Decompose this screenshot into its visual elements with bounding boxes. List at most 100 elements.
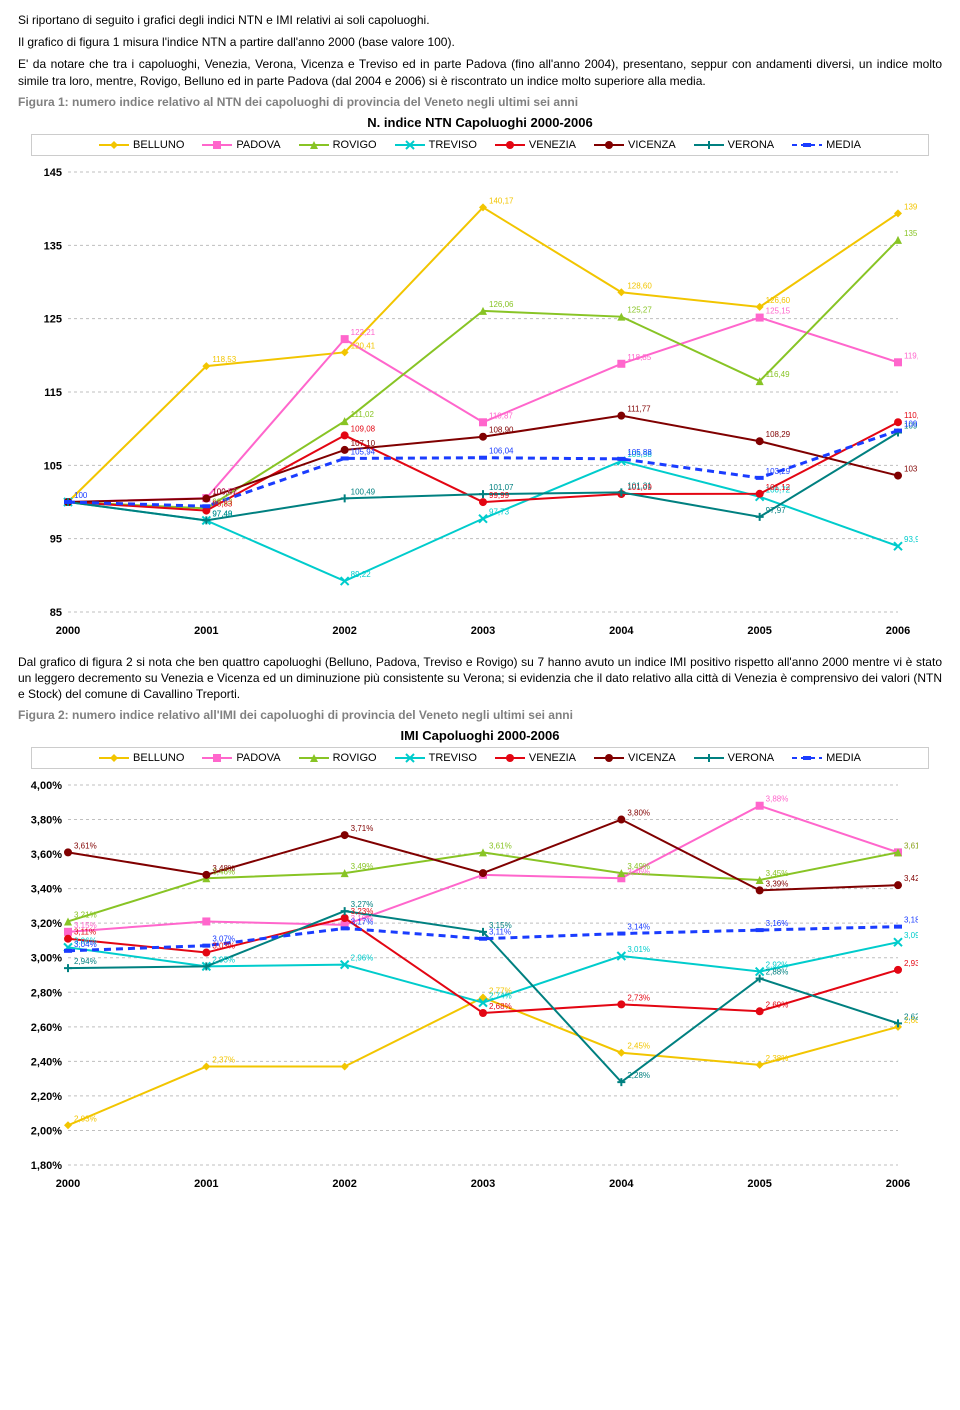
- legend-item-vicenza: VICENZA: [594, 139, 676, 151]
- svg-text:3,20%: 3,20%: [31, 918, 62, 930]
- svg-text:105,94: 105,94: [351, 447, 376, 456]
- svg-text:100,47: 100,47: [212, 487, 237, 496]
- svg-text:3,11%: 3,11%: [489, 928, 511, 937]
- svg-text:125: 125: [44, 313, 62, 325]
- svg-text:2006: 2006: [886, 1178, 910, 1190]
- figure-2-caption: Figura 2: numero indice relativo all'IMI…: [18, 708, 942, 722]
- svg-text:3,88%: 3,88%: [766, 795, 789, 804]
- svg-text:116,49: 116,49: [766, 370, 790, 379]
- chart-2-imi: IMI Capoluoghi 2000-2006 BELLUNOPADOVARO…: [18, 728, 942, 1195]
- svg-text:2,73%: 2,73%: [627, 994, 650, 1003]
- svg-text:2,95%: 2,95%: [212, 956, 235, 965]
- svg-text:2005: 2005: [747, 625, 771, 637]
- legend-item-verona: VERONA: [694, 139, 774, 151]
- svg-text:3,61%: 3,61%: [489, 842, 512, 851]
- mid-para: Dal grafico di figura 2 si nota che ben …: [18, 654, 942, 703]
- svg-text:120,41: 120,41: [351, 341, 376, 350]
- svg-text:3,07%: 3,07%: [212, 935, 235, 944]
- svg-text:3,18%: 3,18%: [904, 916, 918, 925]
- svg-text:110,87: 110,87: [489, 411, 513, 420]
- svg-text:3,42%: 3,42%: [904, 874, 918, 883]
- svg-text:115: 115: [44, 387, 62, 399]
- svg-text:2,60%: 2,60%: [31, 1022, 62, 1034]
- svg-text:89,22: 89,22: [351, 570, 372, 579]
- svg-text:100,49: 100,49: [351, 487, 376, 496]
- svg-text:3,60%: 3,60%: [31, 849, 62, 861]
- svg-text:125,27: 125,27: [627, 305, 652, 314]
- svg-text:4,00%: 4,00%: [31, 780, 62, 792]
- svg-text:3,09%: 3,09%: [904, 931, 918, 940]
- svg-text:2002: 2002: [332, 1178, 356, 1190]
- svg-text:2,45%: 2,45%: [627, 1042, 650, 1051]
- legend-item-treviso: TREVISO: [395, 139, 477, 151]
- svg-text:2000: 2000: [56, 625, 80, 637]
- svg-text:1,80%: 1,80%: [31, 1160, 62, 1172]
- svg-text:2,88%: 2,88%: [766, 968, 789, 977]
- svg-text:103,29: 103,29: [766, 467, 791, 476]
- legend-item-belluno: BELLUNO: [99, 139, 184, 151]
- svg-text:3,49%: 3,49%: [627, 862, 650, 871]
- svg-text:2,28%: 2,28%: [627, 1071, 650, 1080]
- chart-2-plot: 1,80%2,00%2,20%2,40%2,60%2,80%3,00%3,20%…: [18, 775, 918, 1195]
- svg-text:2000: 2000: [56, 1178, 80, 1190]
- legend-item-padova: PADOVA: [202, 139, 280, 151]
- svg-text:2003: 2003: [471, 625, 495, 637]
- legend-item-verona: VERONA: [694, 752, 774, 764]
- svg-text:2004: 2004: [609, 625, 634, 637]
- svg-text:103,60: 103,60: [904, 464, 918, 473]
- svg-text:109,08: 109,08: [351, 424, 376, 433]
- svg-text:2,20%: 2,20%: [31, 1091, 62, 1103]
- svg-text:3,04%: 3,04%: [74, 940, 97, 949]
- svg-text:95: 95: [50, 533, 62, 545]
- chart-2-legend: BELLUNOPADOVAROVIGOTREVISOVENEZIAVICENZA…: [31, 747, 929, 769]
- intro-para-3: E' da notare che tra i capoluoghi, Venez…: [18, 56, 942, 88]
- svg-text:2001: 2001: [194, 1178, 218, 1190]
- svg-text:139,35: 139,35: [904, 202, 918, 211]
- svg-text:3,14%: 3,14%: [627, 923, 650, 932]
- svg-text:2,80%: 2,80%: [31, 988, 62, 1000]
- svg-text:2002: 2002: [332, 625, 356, 637]
- svg-text:3,48%: 3,48%: [212, 864, 235, 873]
- svg-text:135: 135: [44, 240, 62, 252]
- svg-text:98,83: 98,83: [212, 499, 233, 508]
- chart-1-ntn: N. indice NTN Capoluoghi 2000-2006 BELLU…: [18, 115, 942, 642]
- svg-text:2003: 2003: [471, 1178, 495, 1190]
- svg-text:3,39%: 3,39%: [766, 880, 789, 889]
- svg-text:126,06: 126,06: [489, 300, 514, 309]
- legend-item-treviso: TREVISO: [395, 752, 477, 764]
- chart-1-title: N. indice NTN Capoluoghi 2000-2006: [18, 115, 942, 130]
- svg-text:109,74: 109,74: [904, 419, 918, 428]
- chart-2-title: IMI Capoluoghi 2000-2006: [18, 728, 942, 743]
- svg-text:2005: 2005: [747, 1178, 771, 1190]
- svg-text:140,17: 140,17: [489, 196, 514, 205]
- svg-text:93,97: 93,97: [904, 535, 918, 544]
- svg-text:3,61%: 3,61%: [74, 842, 97, 851]
- svg-text:2,62%: 2,62%: [904, 1013, 918, 1022]
- svg-text:3,49%: 3,49%: [351, 862, 374, 871]
- svg-text:101,07: 101,07: [489, 483, 514, 492]
- svg-text:3,00%: 3,00%: [31, 953, 62, 965]
- chart-1-legend: BELLUNOPADOVAROVIGOTREVISOVENEZIAVICENZA…: [31, 134, 929, 156]
- svg-text:3,80%: 3,80%: [627, 809, 650, 818]
- legend-item-venezia: VENEZIA: [495, 752, 576, 764]
- svg-text:2001: 2001: [194, 625, 218, 637]
- svg-text:2,74%: 2,74%: [489, 992, 512, 1001]
- legend-item-padova: PADOVA: [202, 752, 280, 764]
- svg-text:3,45%: 3,45%: [766, 869, 789, 878]
- svg-text:118,53: 118,53: [212, 355, 236, 364]
- svg-text:97,49: 97,49: [212, 509, 233, 518]
- svg-text:122,21: 122,21: [351, 328, 376, 337]
- svg-text:97,73: 97,73: [489, 507, 510, 516]
- svg-text:106,04: 106,04: [489, 446, 514, 455]
- legend-item-belluno: BELLUNO: [99, 752, 184, 764]
- legend-item-venezia: VENEZIA: [495, 139, 576, 151]
- legend-item-vicenza: VICENZA: [594, 752, 676, 764]
- svg-text:3,61%: 3,61%: [904, 842, 918, 851]
- svg-text:3,17%: 3,17%: [351, 918, 374, 927]
- svg-text:108,29: 108,29: [766, 430, 791, 439]
- svg-text:2,69%: 2,69%: [766, 1001, 789, 1010]
- svg-text:126,60: 126,60: [766, 296, 791, 305]
- svg-text:118,85: 118,85: [627, 353, 651, 362]
- svg-text:2,38%: 2,38%: [766, 1054, 789, 1063]
- svg-text:2,68%: 2,68%: [489, 1002, 512, 1011]
